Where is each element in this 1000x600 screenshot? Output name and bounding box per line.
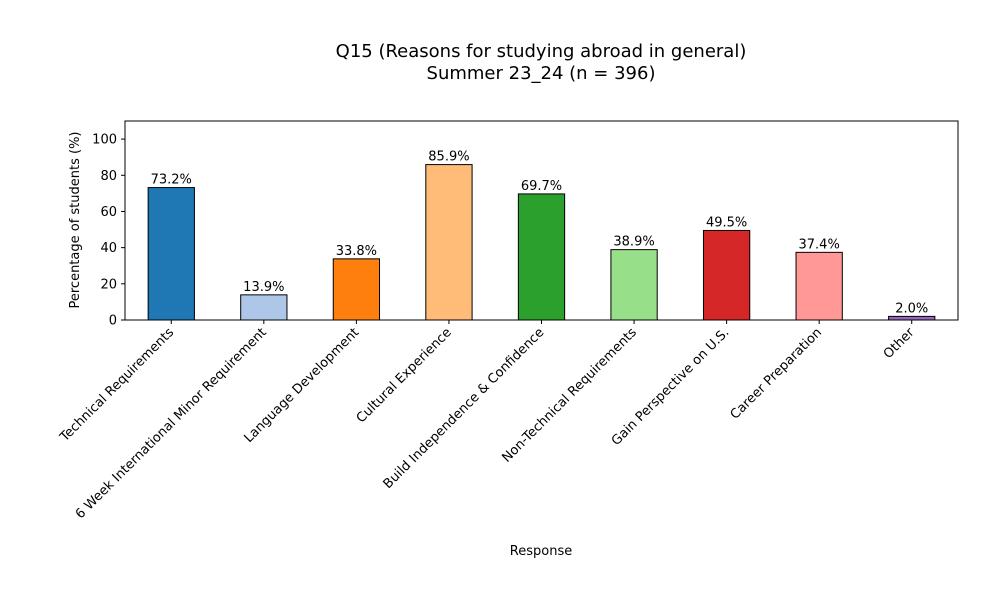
bar-value-label: 33.8% [336, 244, 377, 259]
x-tick-label: Other [881, 325, 918, 362]
bar-value-label: 2.0% [895, 301, 928, 316]
chart-title-line1: Q15 (Reasons for studying abroad in gene… [336, 41, 747, 62]
plot-area-frame [124, 120, 959, 321]
bar-value-label: 38.9% [613, 235, 654, 250]
bar [147, 187, 195, 321]
y-tick-label: 20 [100, 277, 117, 292]
bar [702, 229, 751, 321]
y-axis-ticks: 0 20 40 60 80 100 [92, 133, 125, 329]
bar-value-label: 49.5% [706, 215, 747, 230]
chart-title-line2: Summer 23_24 (n = 396) [427, 63, 656, 84]
bar-value-label: 69.7% [521, 179, 562, 194]
bar [332, 258, 381, 321]
y-tick-label: 80 [100, 169, 117, 184]
x-tick-label: 6 Week International Minor Requirement [73, 325, 270, 522]
bar-value-label: 13.9% [243, 280, 284, 295]
x-tick-label: Career Preparation [728, 325, 825, 422]
bar-value-label: 73.2% [151, 173, 192, 188]
data-labels-group: 73.2% 13.9% 33.8% 85.9% 69.7% 38.9% 49.5% 37.4%… [151, 150, 929, 317]
x-tick-label: Cultural Experience [354, 325, 455, 426]
bars-group [147, 164, 936, 321]
y-axis-label: Percentage of students (%) [68, 131, 83, 308]
y-tick-label: 0 [109, 314, 117, 329]
bar-value-label: 37.4% [799, 237, 840, 252]
bar [795, 251, 843, 321]
bar [240, 294, 288, 321]
bar [888, 315, 936, 321]
bar [425, 164, 473, 321]
y-tick-label: 40 [100, 241, 117, 256]
x-tick-label: Build Independence & Confidence [381, 325, 548, 492]
y-tick-label: 60 [100, 205, 117, 220]
bar [610, 249, 658, 321]
y-tick-label: 100 [92, 133, 117, 148]
x-axis-label: Response [510, 544, 572, 559]
bar-value-label: 85.9% [428, 150, 469, 165]
bar [517, 193, 566, 321]
